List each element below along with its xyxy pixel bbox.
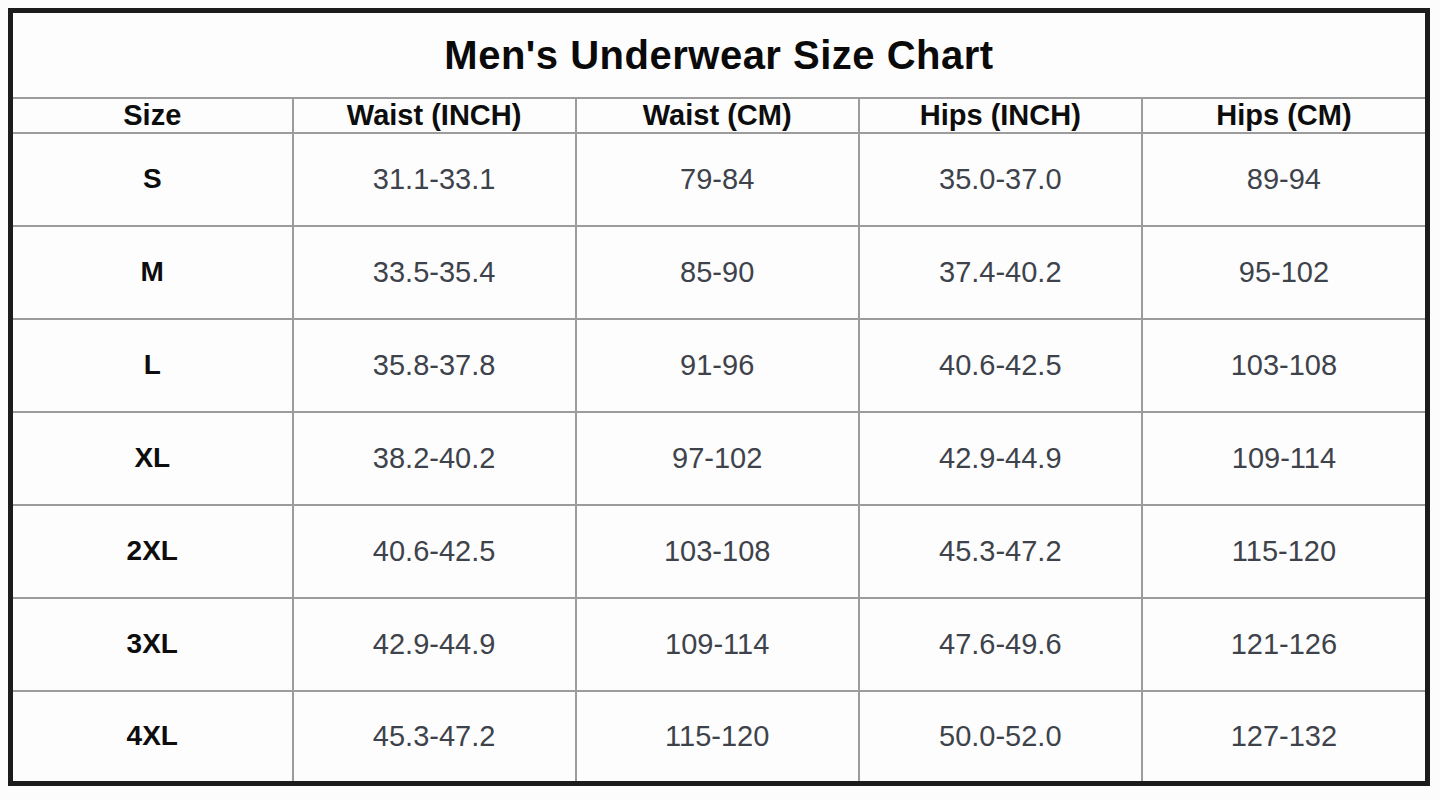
waist-inch-value: 31.1-33.1 (293, 133, 576, 226)
hips-inch-value: 42.9-44.9 (859, 412, 1142, 505)
table-row: XL 38.2-40.2 97-102 42.9-44.9 109-114 (13, 412, 1425, 505)
hips-inch-value: 45.3-47.2 (859, 505, 1142, 598)
column-header-hips-inch: Hips (INCH) (859, 98, 1142, 133)
hips-inch-value: 47.6-49.6 (859, 598, 1142, 691)
size-label: 2XL (13, 505, 293, 598)
hips-inch-value: 35.0-37.0 (859, 133, 1142, 226)
waist-inch-value: 35.8-37.8 (293, 319, 576, 412)
waist-cm-value: 91-96 (576, 319, 859, 412)
hips-cm-value: 89-94 (1142, 133, 1425, 226)
waist-inch-value: 40.6-42.5 (293, 505, 576, 598)
waist-inch-value: 45.3-47.2 (293, 691, 576, 781)
column-header-size: Size (13, 98, 293, 133)
hips-inch-value: 40.6-42.5 (859, 319, 1142, 412)
size-chart-table: Men's Underwear Size Chart Size Waist (I… (8, 8, 1430, 786)
column-header-waist-cm: Waist (CM) (576, 98, 859, 133)
waist-cm-value: 97-102 (576, 412, 859, 505)
column-header-waist-inch: Waist (INCH) (293, 98, 576, 133)
waist-cm-value: 85-90 (576, 226, 859, 319)
size-label: 3XL (13, 598, 293, 691)
table-row: S 31.1-33.1 79-84 35.0-37.0 89-94 (13, 133, 1425, 226)
waist-cm-value: 115-120 (576, 691, 859, 781)
size-label: 4XL (13, 691, 293, 781)
table-row: 3XL 42.9-44.9 109-114 47.6-49.6 121-126 (13, 598, 1425, 691)
waist-inch-value: 38.2-40.2 (293, 412, 576, 505)
hips-inch-value: 37.4-40.2 (859, 226, 1142, 319)
title-row: Men's Underwear Size Chart (13, 13, 1425, 98)
size-label: XL (13, 412, 293, 505)
hips-cm-value: 115-120 (1142, 505, 1425, 598)
hips-cm-value: 95-102 (1142, 226, 1425, 319)
waist-inch-value: 42.9-44.9 (293, 598, 576, 691)
table-row: M 33.5-35.4 85-90 37.4-40.2 95-102 (13, 226, 1425, 319)
hips-cm-value: 121-126 (1142, 598, 1425, 691)
chart-title: Men's Underwear Size Chart (13, 13, 1425, 98)
hips-cm-value: 109-114 (1142, 412, 1425, 505)
hips-inch-value: 50.0-52.0 (859, 691, 1142, 781)
size-label: S (13, 133, 293, 226)
table-row: L 35.8-37.8 91-96 40.6-42.5 103-108 (13, 319, 1425, 412)
waist-cm-value: 79-84 (576, 133, 859, 226)
waist-inch-value: 33.5-35.4 (293, 226, 576, 319)
hips-cm-value: 127-132 (1142, 691, 1425, 781)
column-header-hips-cm: Hips (CM) (1142, 98, 1425, 133)
waist-cm-value: 103-108 (576, 505, 859, 598)
waist-cm-value: 109-114 (576, 598, 859, 691)
table-row: 4XL 45.3-47.2 115-120 50.0-52.0 127-132 (13, 691, 1425, 781)
header-row: Size Waist (INCH) Waist (CM) Hips (INCH)… (13, 98, 1425, 133)
hips-cm-value: 103-108 (1142, 319, 1425, 412)
mens-underwear-size-table: Men's Underwear Size Chart Size Waist (I… (13, 13, 1425, 781)
size-label: M (13, 226, 293, 319)
size-label: L (13, 319, 293, 412)
table-row: 2XL 40.6-42.5 103-108 45.3-47.2 115-120 (13, 505, 1425, 598)
